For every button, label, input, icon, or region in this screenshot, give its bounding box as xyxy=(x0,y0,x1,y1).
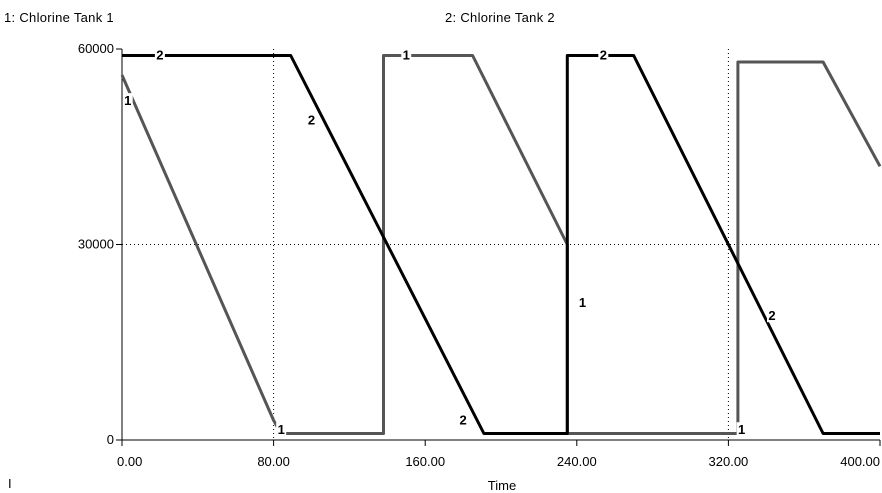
series-1-marker-bg xyxy=(736,422,747,437)
series-2-marker-bg xyxy=(306,112,317,127)
x-tick-label: 400.00 xyxy=(840,454,880,469)
x-tick-label: 160.00 xyxy=(405,454,445,469)
x-tick-label: 0.00 xyxy=(117,454,142,469)
series-1-marker-bg xyxy=(122,93,133,108)
x-axis-title: Time xyxy=(488,478,516,493)
series-2-marker: 2 xyxy=(156,48,163,63)
legend-series-1: 1: Chlorine Tank 1 xyxy=(4,10,114,25)
series-1-marker: 1 xyxy=(579,295,586,310)
legend-series-2: 2: Chlorine Tank 2 xyxy=(445,10,555,25)
series-1-marker-bg xyxy=(577,295,588,310)
series-2-marker-bg xyxy=(766,308,777,323)
series-1-marker-bg xyxy=(276,422,287,437)
mode-indicator: I xyxy=(8,476,12,491)
series-2-marker: 2 xyxy=(600,48,607,63)
series-1-marker: 1 xyxy=(124,93,131,108)
y-tick-label: 30000 xyxy=(78,237,114,252)
x-tick-label: 80.00 xyxy=(257,454,290,469)
series-1-marker: 1 xyxy=(278,422,285,437)
series-2-marker: 2 xyxy=(308,113,315,128)
series-2-marker-bg xyxy=(598,47,609,62)
series-2-marker-bg xyxy=(154,47,165,62)
series-2-line xyxy=(122,54,880,435)
series-1-marker: 1 xyxy=(403,48,410,63)
y-tick-label: 60000 xyxy=(78,41,114,56)
x-tick-label: 240.00 xyxy=(557,454,597,469)
series-2-marker-bg xyxy=(458,412,469,427)
x-tick-label: 320.00 xyxy=(709,454,749,469)
series-2-marker: 2 xyxy=(459,412,466,427)
series-1-marker: 1 xyxy=(738,422,745,437)
y-tick-label: 0 xyxy=(107,432,114,447)
series-1-marker-bg xyxy=(401,47,412,62)
series-2-marker: 2 xyxy=(768,308,775,323)
